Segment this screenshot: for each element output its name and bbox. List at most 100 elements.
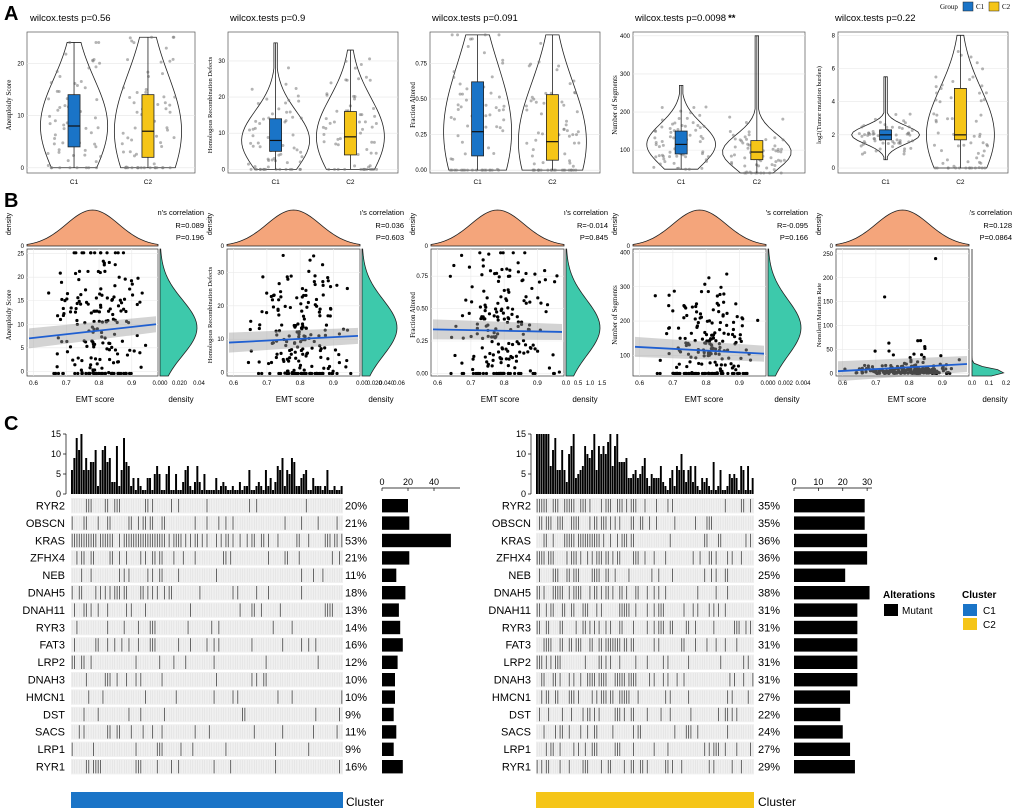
scatter-point: [88, 366, 91, 369]
gene-label: RYR3: [36, 622, 65, 634]
jitter-point: [94, 145, 97, 148]
gene-percent: 11%: [345, 727, 366, 739]
r-value: R=0.128: [983, 221, 1012, 230]
scatter-point: [740, 340, 743, 343]
scatter-point: [322, 367, 325, 370]
jitter-point: [168, 104, 171, 107]
density-tick-label: 0.06: [393, 381, 405, 387]
jitter-point: [875, 150, 878, 153]
gene-mutation-bar: [382, 603, 399, 616]
jitter-point: [126, 136, 129, 139]
jitter-point: [734, 137, 737, 140]
scatter-point: [502, 312, 505, 315]
sample-mutation-count-bar: [234, 490, 236, 494]
sample-mutation-count-bar: [99, 470, 101, 494]
density-x-label: density: [368, 395, 393, 404]
jitter-point: [971, 76, 974, 79]
scatter-point: [93, 368, 96, 371]
scatter-point: [695, 326, 698, 329]
jitter-point: [498, 109, 501, 112]
scatter-point: [544, 278, 547, 281]
jitter-point: [577, 142, 580, 145]
jitter-point: [501, 59, 504, 62]
scatter-point: [533, 273, 536, 276]
scatter-point: [659, 359, 662, 362]
x-tick-label: C1: [677, 179, 686, 186]
sample-mutation-count-bar: [552, 450, 554, 494]
jitter-point: [284, 101, 287, 104]
jitter-point: [84, 86, 87, 89]
scatter-point: [546, 303, 549, 306]
scatter-point: [304, 372, 307, 375]
scatter-point: [528, 300, 531, 303]
jitter-point: [53, 137, 56, 140]
jitter-point: [937, 131, 940, 134]
sample-mutation-count-bar: [582, 466, 584, 494]
sample-mutation-count-bar: [676, 466, 678, 494]
x-tick-label: 0.8: [500, 380, 509, 387]
jitter-point: [879, 121, 882, 124]
jitter-point: [87, 66, 90, 69]
scatter-point: [300, 349, 303, 352]
gene-percent: 35%: [758, 501, 780, 513]
scatter-point: [507, 364, 510, 367]
scatter-point: [688, 360, 691, 363]
gene-label: LRP1: [37, 744, 65, 756]
jitter-point: [130, 138, 133, 141]
jitter-point: [740, 140, 743, 143]
scatter-point: [471, 358, 474, 361]
scatter-point: [88, 372, 91, 375]
sample-mutation-count-bar: [142, 490, 144, 494]
sample-mutation-count-bar: [743, 470, 745, 494]
scatter-point: [294, 351, 297, 354]
scatter-point: [66, 292, 69, 295]
scatter-point: [710, 321, 713, 324]
scatter-point: [526, 350, 529, 353]
density-tick-label: 1.5: [598, 381, 607, 387]
jitter-point: [909, 113, 912, 116]
gene-mutation-bar: [382, 551, 409, 564]
jitter-point: [676, 128, 679, 131]
jitter-point: [161, 72, 164, 75]
jitter-point: [533, 162, 536, 165]
jitter-point: [525, 104, 528, 107]
chart-title: wilcox.tests p=0.9: [229, 13, 305, 24]
scatter-point: [75, 319, 78, 322]
sample-mutation-count-bar: [642, 466, 644, 494]
y-tick-label: 150: [823, 300, 834, 306]
jitter-point: [563, 152, 566, 155]
scatter-point: [84, 288, 87, 291]
scatter-point: [128, 287, 131, 290]
jitter-point: [251, 134, 254, 137]
scatter-point: [725, 312, 728, 315]
jitter-point: [556, 68, 559, 71]
scatter-point: [69, 345, 72, 348]
jitter-point: [497, 169, 500, 172]
jitter-point: [47, 97, 50, 100]
jitter-point: [941, 83, 944, 86]
scatter-point: [524, 343, 527, 346]
sample-mutation-count-bar: [293, 462, 295, 494]
jitter-point: [546, 169, 549, 172]
jitter-point: [730, 161, 733, 164]
scatter-point: [682, 316, 685, 319]
sample-mutation-count-bar: [267, 486, 269, 494]
scatter-point: [555, 274, 558, 277]
scatter-point: [294, 357, 297, 360]
bar-axis-label: 40: [429, 477, 439, 487]
jitter-point: [563, 128, 566, 131]
scatter-point: [536, 350, 539, 353]
jitter-point: [773, 164, 776, 167]
sample-mutation-count-bar: [715, 490, 717, 494]
scatter-point: [313, 280, 316, 283]
gene-percent: 35%: [758, 518, 780, 530]
scatter-point: [337, 353, 340, 356]
jitter-point: [966, 160, 969, 163]
sample-mutation-count-bar: [667, 490, 669, 494]
y-tick-label: 10: [218, 131, 225, 137]
x-axis-label: EMT score: [276, 395, 315, 404]
gene-percent: 21%: [345, 553, 367, 565]
scatter-point: [79, 293, 82, 296]
scatter-point: [126, 353, 129, 356]
jitter-point: [571, 133, 574, 136]
